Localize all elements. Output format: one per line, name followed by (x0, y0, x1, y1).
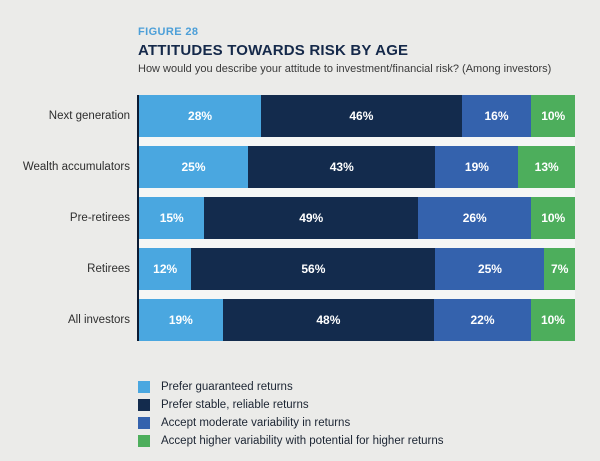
category-label: Wealth accumulators (22, 161, 130, 173)
bar-segment: 56% (191, 248, 436, 290)
category-label: Next generation (48, 110, 130, 122)
bar-segment: 10% (531, 197, 575, 239)
segment-value: 10% (541, 109, 566, 123)
segment-value: 28% (188, 109, 213, 123)
plot-area: 28% 46% 16% 10% 25% 43% 19% 13% 15% 49% 26% 10% 12% 5… (137, 95, 576, 341)
bar-segment: 48% (222, 299, 435, 341)
bar-segment: 13% (518, 146, 576, 188)
legend-swatch (138, 434, 150, 447)
bar-segment: 25% (435, 248, 545, 290)
segment-value: 49% (299, 211, 324, 225)
bar-row: 28% 46% 16% 10% (139, 95, 575, 137)
bar-segment: 10% (530, 299, 575, 341)
segment-value: 25% (181, 160, 206, 174)
segment-value: 46% (349, 109, 374, 123)
bar-segment: 16% (461, 95, 532, 137)
segment-value: 10% (540, 313, 565, 327)
chart-header: FIGURE 28 ATTITUDES TOWARDS RISK BY AGE … (138, 26, 551, 75)
bar-segment: 49% (204, 197, 419, 239)
legend-label: Accept moderate variability in returns (161, 416, 351, 429)
legend-swatch (138, 380, 150, 393)
bar-segment: 12% (139, 248, 192, 290)
legend: Prefer guaranteed returns Prefer stable, … (138, 378, 444, 450)
segment-value: 56% (301, 262, 326, 276)
bar-segment: 10% (531, 95, 575, 137)
category-label: Retirees (87, 263, 130, 275)
segment-value: 25% (477, 262, 502, 276)
bar-segment: 43% (248, 146, 436, 188)
legend-label: Accept higher variability with potential… (161, 434, 444, 447)
legend-label: Prefer stable, reliable returns (161, 398, 309, 411)
legend-swatch (138, 398, 150, 411)
bar-segment: 7% (544, 248, 575, 290)
segment-value: 12% (153, 262, 178, 276)
legend-swatch (138, 416, 150, 429)
category-label: All investors (68, 314, 130, 326)
bar-row: 25% 43% 19% 13% (139, 146, 576, 188)
segment-value: 15% (159, 211, 184, 225)
bar-row: 12% 56% 25% 7% (139, 248, 575, 290)
page-title: ATTITUDES TOWARDS RISK BY AGE (138, 42, 409, 59)
bar-segment: 15% (139, 197, 205, 239)
segment-value: 19% (168, 313, 193, 327)
category-label: Pre-retirees (69, 212, 130, 224)
segment-value: 7% (551, 262, 569, 276)
segment-value: 48% (316, 313, 341, 327)
bar-segment: 22% (434, 299, 531, 341)
segment-value: 16% (484, 109, 509, 123)
segment-value: 26% (462, 211, 487, 225)
bar-segment: 19% (435, 146, 519, 188)
stacked-bar-chart: Next generation Wealth accumulators Pre-re… (0, 95, 600, 341)
bar-segment: 46% (261, 95, 462, 137)
segment-value: 10% (541, 211, 566, 225)
segment-value: 22% (470, 313, 495, 327)
legend-label: Prefer guaranteed returns (161, 380, 293, 393)
bar-segment: 19% (139, 299, 223, 341)
legend-item: Prefer guaranteed returns (138, 378, 444, 395)
bar-row: 15% 49% 26% 10% (139, 197, 575, 239)
figure-label: FIGURE 28 (138, 26, 199, 38)
category-axis: Next generation Wealth accumulators Pre-re… (0, 95, 137, 341)
segment-value: 13% (534, 160, 559, 174)
segment-value: 19% (464, 160, 489, 174)
legend-item: Prefer stable, reliable returns (138, 396, 444, 413)
legend-item: Accept moderate variability in returns (138, 414, 444, 431)
chart-subtitle: How would you describe your attitude to … (138, 63, 552, 75)
bar-segment: 28% (139, 95, 262, 137)
bar-row: 19% 48% 22% 10% (139, 299, 575, 341)
segment-value: 43% (329, 160, 354, 174)
legend-item: Accept higher variability with potential… (138, 432, 444, 449)
bar-segment: 25% (139, 146, 248, 188)
bar-segment: 26% (418, 197, 532, 239)
